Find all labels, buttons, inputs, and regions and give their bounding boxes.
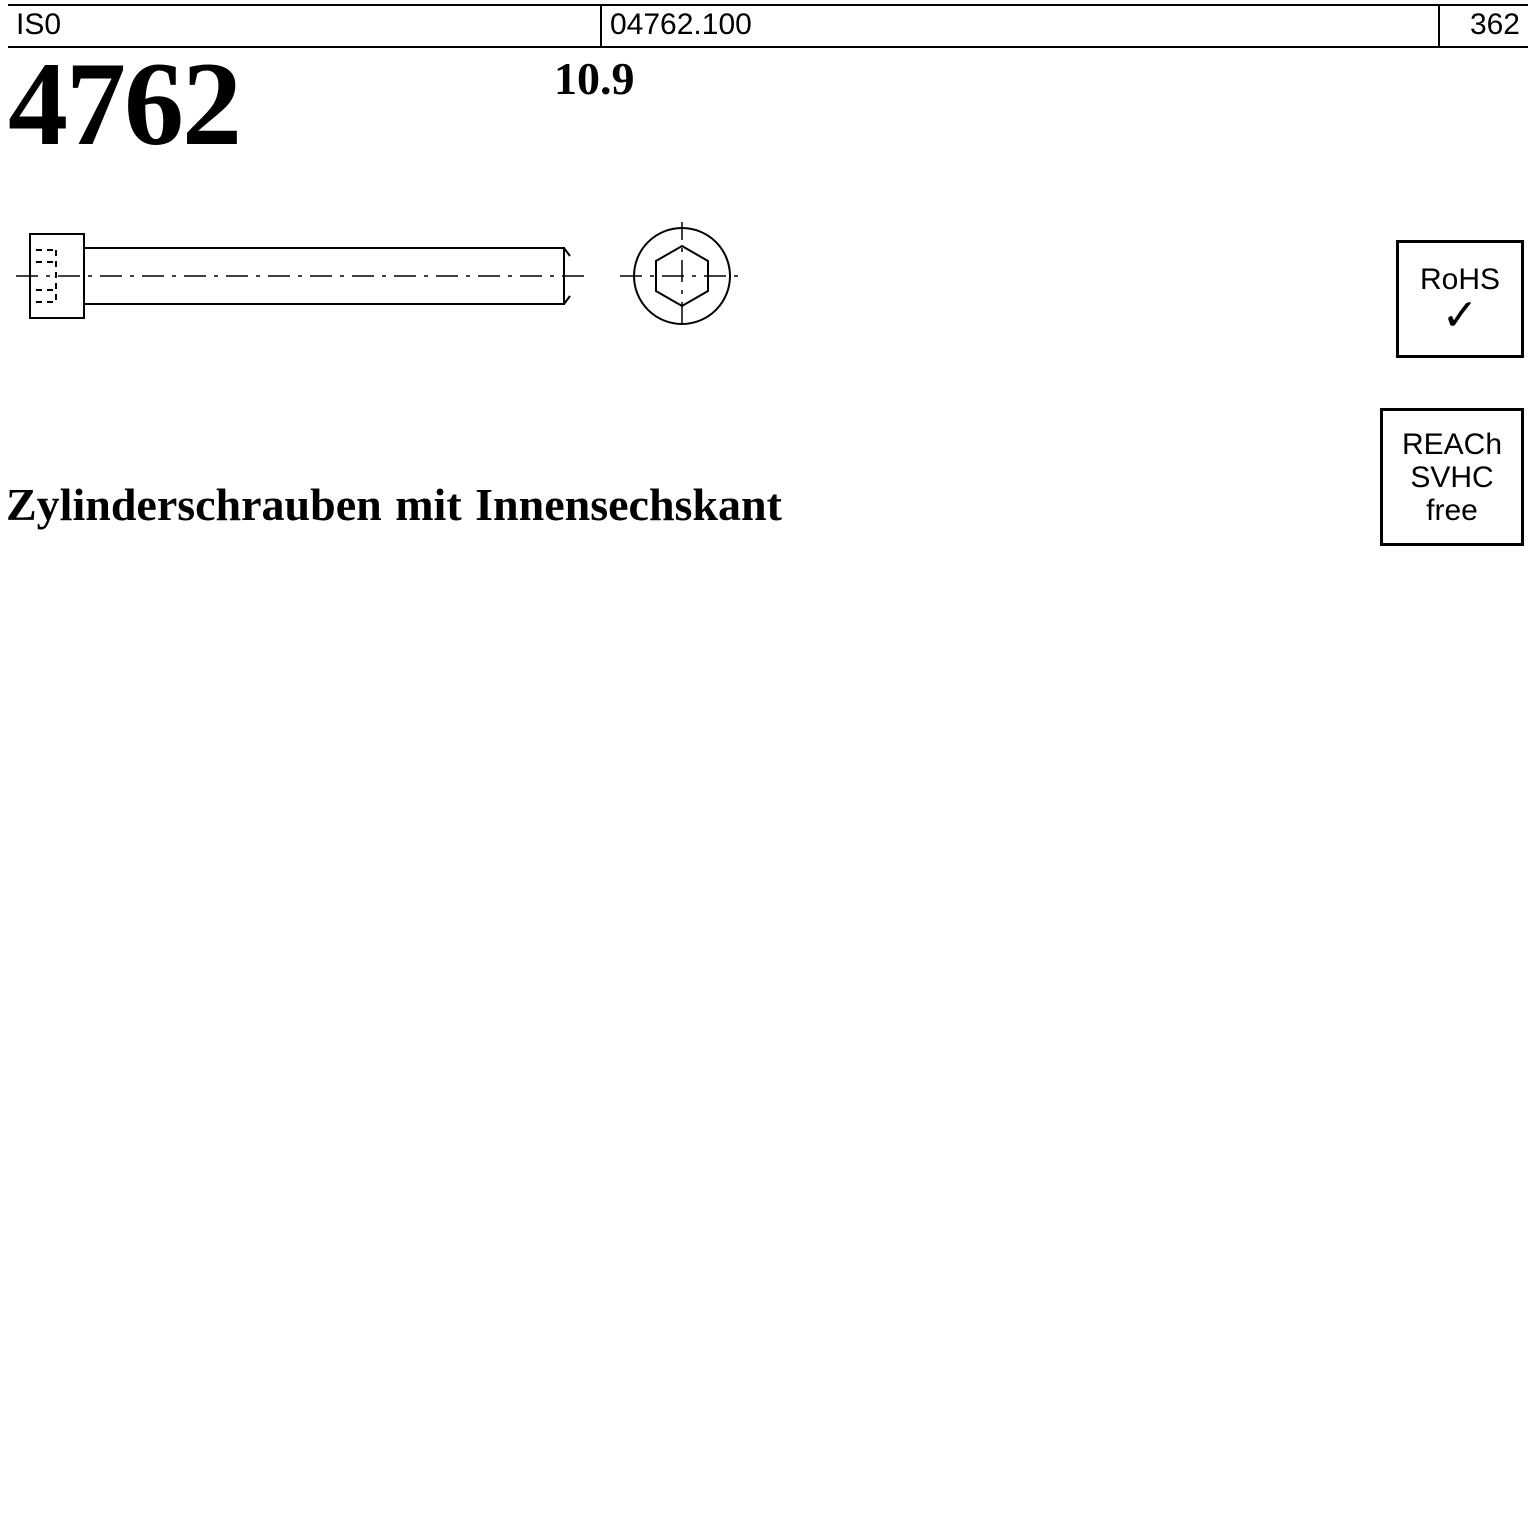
- strength-class: 10.9: [554, 52, 635, 105]
- screw-drawing: [10, 222, 750, 332]
- header-code: 04762.100: [602, 6, 1440, 46]
- rohs-badge: RoHS ✓: [1396, 240, 1524, 358]
- check-icon: ✓: [1442, 296, 1479, 336]
- reach-line1: REACh: [1402, 428, 1502, 461]
- product-description: Zylinderschrauben mit Innensechskant: [6, 478, 782, 531]
- reach-line3: free: [1426, 494, 1478, 527]
- reach-badge: REACh SVHC free: [1380, 408, 1524, 546]
- header-page: 362: [1440, 6, 1528, 46]
- reach-line2: SVHC: [1410, 461, 1493, 494]
- standard-number: 4762: [8, 44, 240, 164]
